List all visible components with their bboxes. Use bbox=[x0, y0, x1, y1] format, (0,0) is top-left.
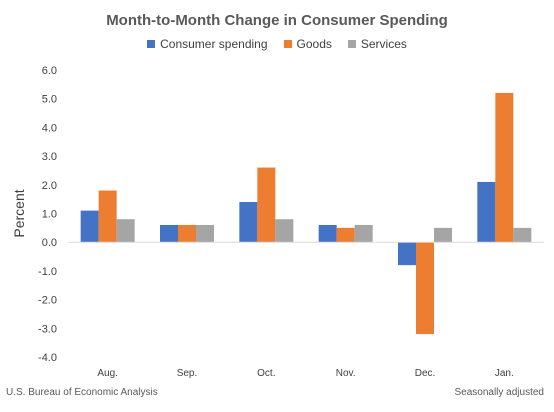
y-tick-label: -1.0 bbox=[38, 266, 57, 278]
bar-consumer-spending bbox=[239, 202, 258, 243]
bar-goods bbox=[178, 224, 196, 243]
source-note: U.S. Bureau of Economic Analysis bbox=[6, 387, 158, 398]
y-tick-label: -3.0 bbox=[38, 323, 57, 335]
x-tick-label: Sep. bbox=[177, 368, 198, 379]
legend-swatch-goods bbox=[283, 40, 292, 48]
y-tick-label: -4.0 bbox=[38, 352, 57, 364]
bar-consumer-spending bbox=[398, 242, 416, 266]
bar-consumer-spending bbox=[477, 181, 496, 243]
bar-goods bbox=[257, 167, 276, 243]
x-tick-label: Nov. bbox=[336, 368, 356, 379]
legend-swatch-services bbox=[347, 40, 356, 48]
bar-services bbox=[196, 224, 214, 243]
x-tick-label: Oct. bbox=[257, 368, 275, 379]
bar-services bbox=[116, 219, 135, 243]
legend-label-services: Services bbox=[360, 37, 407, 51]
y-tick-label: 3.0 bbox=[42, 151, 57, 163]
bar-consumer-spending bbox=[160, 224, 178, 243]
bar-consumer-spending bbox=[318, 224, 337, 243]
bar-goods bbox=[416, 242, 434, 335]
y-tick-label: -2.0 bbox=[38, 295, 57, 307]
legend-item-services: Services bbox=[347, 37, 407, 51]
y-axis-title: Percent bbox=[11, 189, 27, 237]
y-tick-label: 6.0 bbox=[42, 65, 57, 77]
chart-legend: Consumer spending Goods Services bbox=[0, 37, 554, 51]
bar-goods bbox=[495, 92, 514, 243]
y-tick-label: 5.0 bbox=[42, 94, 57, 106]
legend-item-goods: Goods bbox=[283, 37, 332, 51]
y-tick-label: 2.0 bbox=[42, 180, 57, 192]
legend-label-consumer-spending: Consumer spending bbox=[160, 37, 268, 51]
y-tick-label: 1.0 bbox=[42, 209, 57, 221]
x-tick-label: Dec. bbox=[415, 368, 436, 379]
adjustment-note: Seasonally adjusted bbox=[454, 387, 544, 398]
bar-services bbox=[275, 219, 294, 243]
legend-item-consumer-spending: Consumer spending bbox=[147, 37, 268, 51]
bar-services bbox=[434, 227, 452, 243]
legend-label-goods: Goods bbox=[296, 37, 332, 51]
x-tick-label: Jan. bbox=[495, 368, 514, 379]
y-tick-label: 4.0 bbox=[42, 122, 57, 134]
bar-services bbox=[513, 227, 532, 243]
y-tick-label: 0.0 bbox=[42, 237, 57, 249]
x-tick-label: Aug. bbox=[97, 368, 118, 379]
bar-goods bbox=[336, 227, 355, 243]
legend-swatch-consumer-spending bbox=[147, 40, 156, 48]
bar-goods bbox=[98, 190, 117, 243]
bar-services bbox=[354, 224, 373, 243]
chart-title: Month-to-Month Change in Consumer Spendi… bbox=[106, 12, 448, 29]
bar-consumer-spending bbox=[80, 210, 99, 243]
